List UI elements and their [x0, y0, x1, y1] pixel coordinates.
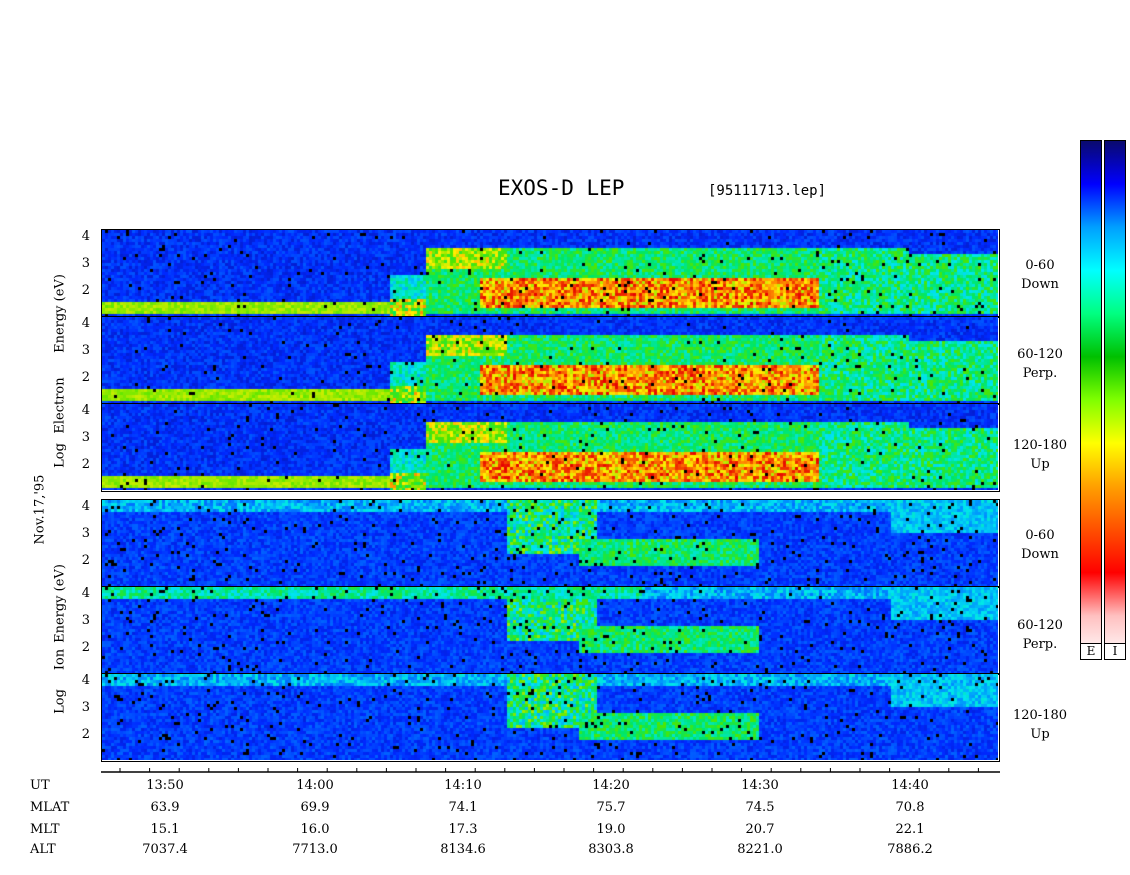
colorbar-ion: [1104, 140, 1126, 660]
table-cell: 8303.8: [588, 842, 634, 857]
table-cell: 74.5: [745, 800, 775, 815]
ion-up-dir: Up: [1030, 727, 1050, 742]
y-tick-label: 3: [81, 700, 90, 715]
ion-spectrogram-1: [102, 587, 998, 673]
electron-perp-range: 60-120: [1017, 347, 1063, 362]
electron-panel-down: [101, 229, 1000, 318]
x-tick-label: 14:20: [592, 778, 630, 793]
y-tick-label: 2: [81, 370, 90, 385]
ion-spectrogram-0: [102, 500, 998, 586]
ion-perp-dir: Perp.: [1022, 637, 1058, 652]
ion-up-range: 120-180: [1012, 708, 1068, 723]
table-cell: 7713.0: [292, 842, 338, 857]
table-cell: 15.1: [150, 822, 180, 837]
y-tick-label: 3: [81, 343, 90, 358]
y-tick-label: 2: [81, 283, 90, 298]
y-tick-label: 3: [81, 430, 90, 445]
table-cell: 7037.4: [142, 842, 188, 857]
ion-panel-perp: [101, 586, 1000, 675]
electron-down-dir: Down: [1021, 277, 1059, 292]
y-tick-label: 4: [81, 316, 90, 331]
table-cell: 16.0: [300, 822, 330, 837]
electron-spectrogram-1: [102, 317, 998, 403]
chart-title: EXOS-D LEP: [498, 176, 625, 200]
ion-down-dir: Down: [1021, 547, 1059, 562]
date-label: Nov.17,'95: [33, 440, 48, 580]
y-tick-label: 4: [81, 586, 90, 601]
electron-down-range: 0-60: [1025, 258, 1055, 273]
ion-panel-up: [101, 673, 1000, 762]
electron-axis-label-low: Log: [53, 386, 68, 526]
table-row-label: MLT: [30, 822, 60, 837]
y-tick-label: 2: [81, 640, 90, 655]
electron-panel-perp: [101, 316, 1000, 405]
y-tick-label: 4: [81, 229, 90, 244]
y-tick-label: 2: [81, 553, 90, 568]
y-tick-label: 4: [81, 673, 90, 688]
colorbar-electron: [1080, 140, 1102, 660]
electron-perp-dir: Perp.: [1022, 366, 1058, 381]
ion-up-label: 120-180 Up: [1000, 706, 1080, 744]
file-label: [95111713.lep]: [708, 183, 827, 199]
table-cell: 19.0: [596, 822, 626, 837]
electron-up-dir: Up: [1030, 457, 1050, 472]
table-cell: 17.3: [448, 822, 478, 837]
table-cell: 8134.6: [440, 842, 486, 857]
table-cell: 20.7: [745, 822, 775, 837]
y-tick-label: 4: [81, 499, 90, 514]
ion-down-range: 0-60: [1025, 528, 1055, 543]
table-row-label: UT: [30, 778, 50, 793]
electron-up-label: 120-180 Up: [1000, 436, 1080, 474]
table-cell: 8221.0: [737, 842, 783, 857]
date-text: Nov.17,'95: [32, 474, 48, 545]
y-tick-label: 2: [81, 457, 90, 472]
table-row-label: MLAT: [30, 800, 70, 815]
ion-axis-label-low: Log: [53, 632, 68, 772]
y-tick-label: 4: [81, 403, 90, 418]
table-cell: 75.7: [596, 800, 626, 815]
ion-axis-unit: (eV): [52, 564, 68, 592]
table-cell: 63.9: [150, 800, 180, 815]
electron-spectrogram-2: [102, 404, 998, 490]
ion-axis-log: Log: [52, 689, 68, 714]
x-tick-label: 13:50: [146, 778, 184, 793]
table-row-label: ALT: [30, 842, 56, 857]
electron-axis-unit: (eV): [52, 274, 68, 302]
y-tick-label: 2: [81, 727, 90, 742]
electron-axis-log: Log: [52, 443, 68, 468]
electron-panel-up: [101, 403, 1000, 492]
x-tick-label: 14:00: [296, 778, 334, 793]
colorbar-ion-label: I: [1104, 643, 1126, 660]
y-tick-label: 3: [81, 526, 90, 541]
ion-perp-label: 60-120 Perp.: [1000, 616, 1080, 654]
ion-perp-range: 60-120: [1017, 618, 1063, 633]
electron-perp-label: 60-120 Perp.: [1000, 345, 1080, 383]
y-tick-label: 3: [81, 256, 90, 271]
colorbar-electron-label: E: [1080, 643, 1102, 660]
ion-spectrogram-2: [102, 674, 998, 760]
electron-up-range: 120-180: [1012, 438, 1068, 453]
x-tick-label: 14:30: [741, 778, 779, 793]
x-tick-label: 14:40: [891, 778, 929, 793]
table-cell: 70.8: [895, 800, 925, 815]
y-tick-label: 3: [81, 613, 90, 628]
electron-down-label: 0-60 Down: [1000, 256, 1080, 294]
x-tick-label: 14:10: [444, 778, 482, 793]
electron-spectrogram-0: [102, 230, 998, 316]
table-cell: 74.1: [448, 800, 478, 815]
time-axis: [101, 768, 1000, 773]
table-cell: 69.9: [300, 800, 330, 815]
table-cell: 7886.2: [887, 842, 933, 857]
ion-down-label: 0-60 Down: [1000, 526, 1080, 564]
ion-panel-down: [101, 499, 1000, 588]
table-cell: 22.1: [895, 822, 925, 837]
